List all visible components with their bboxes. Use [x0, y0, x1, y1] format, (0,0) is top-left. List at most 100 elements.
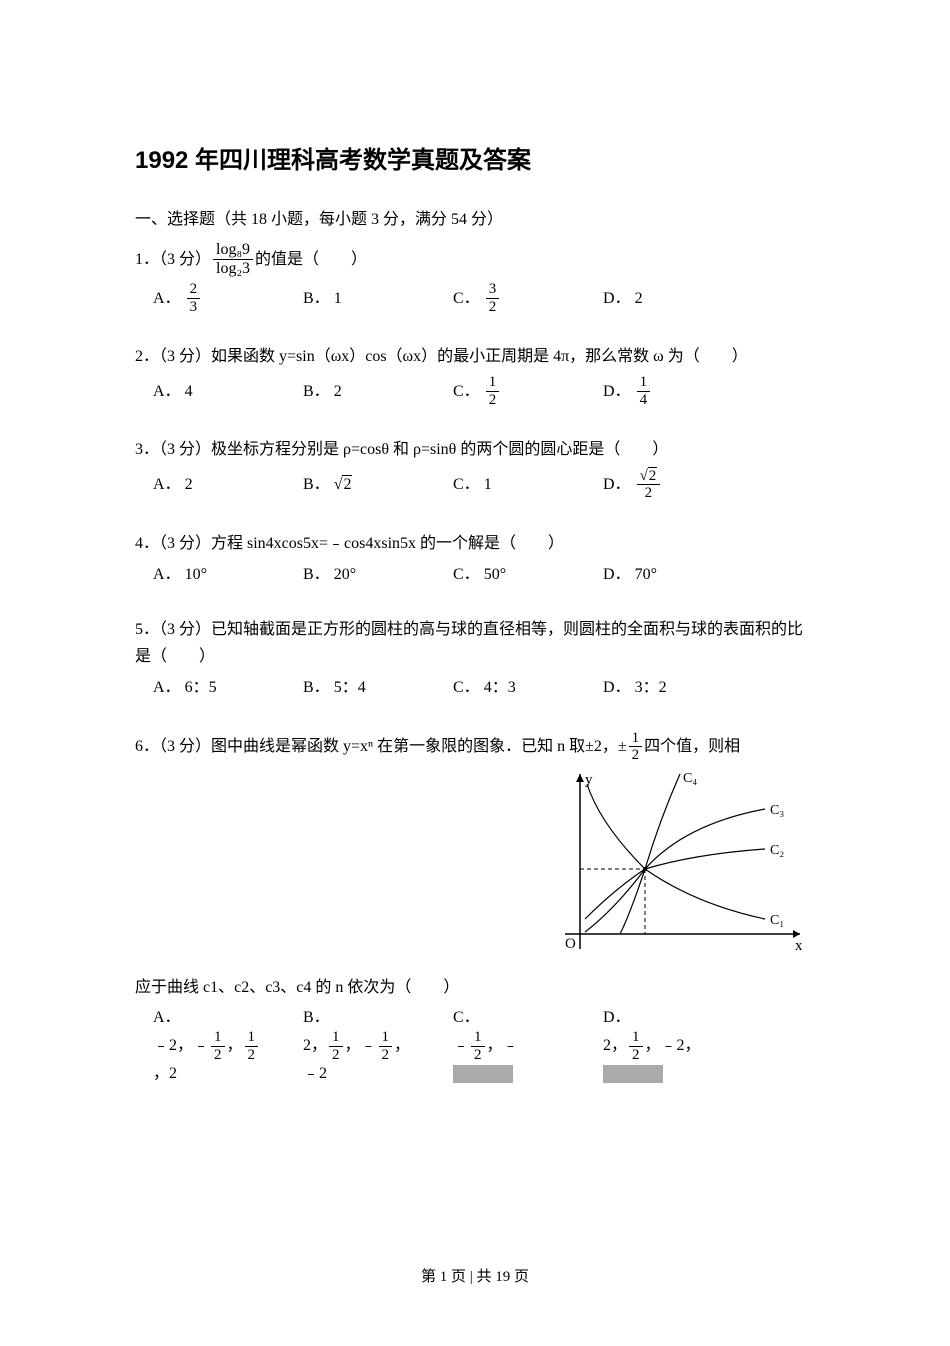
q3-d-sqrt: 2 [648, 467, 658, 484]
q6-d-before: 2， [603, 1035, 627, 1057]
q4-a-label: A． [153, 561, 181, 588]
curve-c3 [585, 809, 765, 932]
q3-d-den: 2 [642, 485, 656, 502]
q2-stem: 2．（3 分）如果函数 y=sin（ωx）cos（ωx）的最小正周期是 4π，那… [135, 343, 815, 370]
q6-a-f1n: 1 [211, 1029, 225, 1047]
q4-b-val: 20° [334, 561, 356, 588]
q2-a-val: 4 [185, 378, 193, 405]
q6-b-frac2: 12 [379, 1029, 393, 1063]
q1-tail: 的值是（ ） [255, 246, 367, 273]
q1-a-den: 3 [187, 299, 201, 316]
q1-frac-den: log₂3 [213, 260, 253, 278]
q6-c-frac1: 12 [471, 1029, 485, 1063]
q1-a-num: 2 [187, 281, 201, 299]
c1-label: C₁ [770, 913, 784, 928]
q6-a-before: ﹣2，﹣ [153, 1035, 209, 1057]
q1-c-frac: 3 2 [486, 281, 500, 315]
q6-stem-prefix: 6．（3 分）图中曲线是幂函数 y=xⁿ 在第一象限的图象．已知 n 取±2，± [135, 733, 627, 760]
q6-d-f1n: 1 [629, 1029, 643, 1047]
q6-b-c2: ， [394, 1035, 410, 1057]
q6-a-frac1: 12 [211, 1029, 225, 1063]
q6-d-c1: ，﹣2， [645, 1035, 701, 1057]
q6-a-f2n: 1 [245, 1029, 259, 1047]
q2-b-label: B． [303, 378, 330, 405]
page-content: 1992 年四川理科高考数学真题及答案 一、选择题（共 18 小题，每小题 3 … [0, 0, 950, 1173]
q6-a-f2d: 2 [245, 1047, 259, 1064]
question-2: 2．（3 分）如果函数 y=sin（ωx）cos（ωx）的最小正周期是 4π，那… [135, 343, 815, 408]
q6-options: A． ﹣2，﹣ 12 ， 12 ，2 B． 2， 12 ，﹣ 12 ， [135, 1007, 815, 1086]
q6-d-f1d: 2 [629, 1047, 643, 1064]
q6-b-f2n: 1 [379, 1029, 393, 1047]
q3-option-d: D． 2 2 [603, 468, 753, 502]
q6-stem-suffix: 四个值，则相 [644, 733, 740, 760]
q6-c-label: C． [453, 1009, 480, 1026]
section-header: 一、选择题（共 18 小题，每小题 3 分，满分 54 分） [135, 205, 815, 229]
q1-stem: 1．（3 分） log₈9 log₂3 的值是（ ） [135, 241, 815, 277]
q5-d-label: D． [603, 674, 631, 701]
q3-b-sqrt: 2 [334, 471, 353, 498]
q6-option-c: C． ﹣ 12 ，﹣ [453, 1007, 603, 1086]
q6-b-c1: ，﹣ [345, 1035, 377, 1057]
q1-num: 1．（3 分） [135, 246, 211, 273]
q1-c-label: C． [453, 285, 480, 312]
page-footer: 第 1 页 | 共 19 页 [0, 1265, 950, 1286]
q2-c-frac: 1 2 [486, 374, 500, 408]
q1-c-den: 2 [486, 299, 500, 316]
q6-stem-line1: 6．（3 分）图中曲线是幂函数 y=xⁿ 在第一象限的图象．已知 n 取±2，±… [135, 730, 815, 764]
q6-stem-frac: 1 2 [629, 730, 643, 764]
question-5: 5．（3 分）已知轴截面是正方形的圆柱的高与球的直径相等，则圆柱的全面积与球的表… [135, 616, 815, 702]
q6-a-f1d: 2 [211, 1047, 225, 1064]
q6-d-frac1: 12 [629, 1029, 643, 1063]
q6-b-label: B． [303, 1009, 330, 1026]
q6-c-c1: ，﹣ [487, 1035, 519, 1057]
q1-option-d: D． 2 [603, 281, 753, 315]
q4-b-label: B． [303, 561, 330, 588]
curve-c4 [620, 774, 680, 934]
q1-option-b: B． 1 [303, 281, 453, 315]
q3-b-sqrt-val: 2 [342, 475, 352, 493]
q3-c-val: 1 [484, 471, 492, 498]
q4-d-val: 70° [635, 561, 657, 588]
q5-b-val: 5：4 [334, 674, 366, 701]
q3-option-c: C． 1 [453, 468, 603, 502]
question-3: 3．（3 分）极坐标方程分别是 ρ=cosθ 和 ρ=sinθ 的两个圆的圆心距… [135, 436, 815, 501]
q2-option-d: D． 1 4 [603, 374, 753, 408]
q3-d-num: 2 [637, 468, 661, 486]
origin-label: O [565, 936, 576, 952]
q5-option-c: C． 4：3 [453, 674, 603, 701]
q6-a-frac2: 12 [245, 1029, 259, 1063]
redacted-block-d [603, 1065, 663, 1083]
q6-b-frac1: 12 [329, 1029, 343, 1063]
q5-c-label: C． [453, 674, 480, 701]
q6-option-b: B． 2， 12 ，﹣ 12 ， ﹣2 [303, 1007, 453, 1086]
q1-c-num: 3 [486, 281, 500, 299]
q3-stem: 3．（3 分）极坐标方程分别是 ρ=cosθ 和 ρ=sinθ 的两个圆的圆心距… [135, 436, 815, 463]
q1-d-val: 2 [635, 285, 643, 312]
q3-c-label: C． [453, 471, 480, 498]
question-6: 6．（3 分）图中曲线是幂函数 y=xⁿ 在第一象限的图象．已知 n 取±2，±… [135, 730, 815, 1086]
q4-option-b: B． 20° [303, 561, 453, 588]
q4-option-a: A． 10° [153, 561, 303, 588]
q5-options: A． 6：5 B． 5：4 C． 4：3 D． 3：2 [135, 674, 815, 701]
y-arrow [576, 774, 584, 782]
redacted-block-c [453, 1065, 513, 1083]
q6-c-f1d: 2 [471, 1047, 485, 1064]
q5-b-label: B． [303, 674, 330, 701]
q3-options: A． 2 B． 2 C． 1 D． 2 2 [135, 468, 815, 502]
q1-b-val: 1 [334, 285, 342, 312]
q3-d-label: D． [603, 471, 631, 498]
q6-d-label: D． [603, 1009, 631, 1026]
y-label: y [585, 772, 593, 788]
q1-a-frac: 2 3 [187, 281, 201, 315]
q2-c-label: C． [453, 378, 480, 405]
q2-option-b: B． 2 [303, 374, 453, 408]
q4-stem: 4．（3 分）方程 sin4xcos5x=﹣cos4xsin5x 的一个解是（ … [135, 530, 815, 557]
x-arrow [793, 930, 800, 938]
q2-options: A． 4 B． 2 C． 1 2 D． 1 4 [135, 374, 815, 408]
q5-a-label: A． [153, 674, 181, 701]
q5-d-val: 3：2 [635, 674, 667, 701]
q6-option-d: D． 2， 12 ，﹣2， [603, 1007, 753, 1086]
question-1: 1．（3 分） log₈9 log₂3 的值是（ ） A． 2 3 B． 1 C… [135, 241, 815, 315]
q4-a-val: 10° [185, 561, 207, 588]
q6-b-before1: 2， [303, 1035, 327, 1057]
